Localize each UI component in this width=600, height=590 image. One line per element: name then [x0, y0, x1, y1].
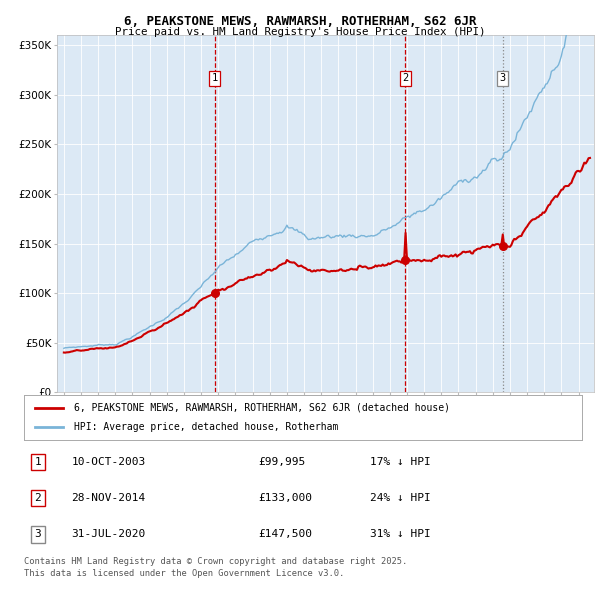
Text: 17% ↓ HPI: 17% ↓ HPI — [370, 457, 431, 467]
Text: 24% ↓ HPI: 24% ↓ HPI — [370, 493, 431, 503]
Text: 31% ↓ HPI: 31% ↓ HPI — [370, 529, 431, 539]
Text: 3: 3 — [35, 529, 41, 539]
Text: 2: 2 — [403, 73, 409, 83]
Text: £133,000: £133,000 — [259, 493, 313, 503]
Text: 6, PEAKSTONE MEWS, RAWMARSH, ROTHERHAM, S62 6JR (detached house): 6, PEAKSTONE MEWS, RAWMARSH, ROTHERHAM, … — [74, 403, 450, 412]
Text: 3: 3 — [500, 73, 506, 83]
Text: 31-JUL-2020: 31-JUL-2020 — [71, 529, 146, 539]
Text: HPI: Average price, detached house, Rotherham: HPI: Average price, detached house, Roth… — [74, 422, 338, 432]
Text: £99,995: £99,995 — [259, 457, 305, 467]
Text: Price paid vs. HM Land Registry's House Price Index (HPI): Price paid vs. HM Land Registry's House … — [115, 27, 485, 37]
Text: Contains HM Land Registry data © Crown copyright and database right 2025.: Contains HM Land Registry data © Crown c… — [24, 558, 407, 566]
Text: 2: 2 — [35, 493, 41, 503]
Text: 1: 1 — [35, 457, 41, 467]
Text: £147,500: £147,500 — [259, 529, 313, 539]
Text: 1: 1 — [212, 73, 218, 83]
Text: 6, PEAKSTONE MEWS, RAWMARSH, ROTHERHAM, S62 6JR: 6, PEAKSTONE MEWS, RAWMARSH, ROTHERHAM, … — [124, 15, 476, 28]
Text: This data is licensed under the Open Government Licence v3.0.: This data is licensed under the Open Gov… — [24, 569, 344, 578]
Text: 10-OCT-2003: 10-OCT-2003 — [71, 457, 146, 467]
Text: 28-NOV-2014: 28-NOV-2014 — [71, 493, 146, 503]
